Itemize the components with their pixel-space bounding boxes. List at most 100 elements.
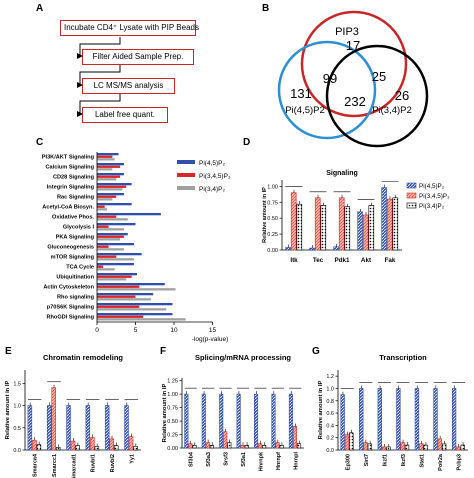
c-x-tick-label: 5 xyxy=(134,327,138,334)
bar xyxy=(404,444,410,451)
venn-count-pi45-only: 131 xyxy=(290,86,312,101)
bar xyxy=(290,192,297,251)
bar xyxy=(320,205,327,251)
bar xyxy=(223,431,228,449)
c-bar xyxy=(97,208,108,211)
bar xyxy=(46,405,52,451)
bar xyxy=(396,388,401,451)
c-bar xyxy=(97,195,117,198)
c-bar xyxy=(97,265,104,268)
c-bar xyxy=(97,298,151,301)
c-bar xyxy=(97,245,109,248)
c-bar xyxy=(97,178,117,181)
x-category-label: Sirt7 xyxy=(364,454,370,466)
y-axis-label: Relative amount in IP xyxy=(262,187,268,243)
bar xyxy=(419,443,424,451)
c-category-label: PI3K/AKT Signaling xyxy=(42,155,95,161)
c-bar xyxy=(97,288,176,291)
c-bar xyxy=(97,273,138,276)
bar xyxy=(51,387,56,451)
bar xyxy=(32,439,37,451)
c-x-axis-label: -log(p-value) xyxy=(192,336,229,343)
x-category-label: Fak xyxy=(385,257,396,264)
bar xyxy=(386,446,391,451)
c-bar xyxy=(97,243,134,246)
panel-letter-e: E xyxy=(5,346,12,357)
c-legend-swatch xyxy=(177,173,195,177)
panel-letter-g: G xyxy=(312,346,320,357)
c-bar xyxy=(97,198,113,201)
y-tick-label: 0.5 xyxy=(13,426,21,432)
c-bar xyxy=(97,238,121,241)
bar xyxy=(236,393,241,449)
y-tick-label: 0.00 xyxy=(267,248,278,254)
c-bar xyxy=(97,295,136,298)
bar xyxy=(192,445,197,449)
x-category-label: Srsf3 xyxy=(224,452,230,466)
y-tick-label: 0.8 xyxy=(326,399,334,405)
y-axis-label: Relative amount in IP xyxy=(162,384,168,443)
panel-title: Transcription xyxy=(379,353,427,362)
venn-label-pi34: Pi(3,4)P2 xyxy=(372,105,412,116)
venn-count-all: 232 xyxy=(344,94,366,109)
bar xyxy=(66,405,71,451)
x-category-label: Ruvbl1 xyxy=(91,454,97,472)
c-bar xyxy=(97,158,115,161)
y-tick-label: 0.2 xyxy=(326,436,334,442)
bar xyxy=(201,393,206,449)
bar xyxy=(258,443,263,449)
bar xyxy=(75,445,80,451)
bar xyxy=(333,246,339,251)
y-tick-label: 0.0 xyxy=(13,448,21,454)
panel-title: Splicing/mRNA processing xyxy=(195,353,291,362)
c-category-label: Gluconeogenesis xyxy=(47,245,94,251)
c-bar xyxy=(97,305,140,308)
bar xyxy=(381,187,387,251)
bar xyxy=(271,393,276,449)
flow-step-3: LC MS/MS analysis xyxy=(82,78,175,94)
bar xyxy=(297,443,302,449)
x-category-label: Sf3b4 xyxy=(189,451,195,467)
bar xyxy=(292,426,298,449)
y-tick-label: 0.75 xyxy=(267,200,278,206)
bar xyxy=(433,388,438,451)
bar xyxy=(392,197,399,251)
bar xyxy=(240,445,245,449)
bar xyxy=(362,214,369,251)
x-category-label: Stat1 xyxy=(420,454,426,467)
bar xyxy=(309,247,315,251)
y-tick-label: 0.4 xyxy=(326,423,334,429)
bar xyxy=(70,440,76,451)
c-bar xyxy=(97,268,115,271)
c-category-label: PKA Signaling xyxy=(56,235,95,241)
y-tick-label: 0.25 xyxy=(267,232,278,238)
y-tick-label: 0.6 xyxy=(326,411,334,417)
c-category-label: Integrin Signaling xyxy=(47,185,95,191)
c-category-label: Actin Cytoskeleton xyxy=(43,285,94,291)
venn-count-pi34-only: 26 xyxy=(395,88,409,103)
c-category-label: Ubiquitination xyxy=(56,275,94,281)
c-bar xyxy=(97,155,113,158)
bar xyxy=(367,443,373,451)
c-category-label: Calcium Signaling xyxy=(46,165,95,171)
c-x-tick-label: 10 xyxy=(170,327,178,334)
c-bar xyxy=(97,228,124,231)
bar xyxy=(377,388,382,451)
x-category-label: Hnrnpl xyxy=(293,452,299,470)
c-legend-label: Pi(4,5)P₂ xyxy=(199,160,225,167)
c-bar xyxy=(97,183,132,186)
c-legend-swatch xyxy=(177,160,195,164)
c-x-tick-label: 15 xyxy=(209,327,217,334)
c-bar xyxy=(97,248,124,251)
c-bar xyxy=(97,235,124,238)
venn-label-pip3: PIP3 xyxy=(335,26,359,38)
c-bar xyxy=(97,293,154,296)
bar xyxy=(262,445,267,449)
bar xyxy=(85,405,91,451)
y-axis-label: Relative amount in IP xyxy=(5,381,11,440)
x-category-label: Ikzf3 xyxy=(401,454,407,466)
x-category-label: Smarca4 xyxy=(33,453,39,477)
y-tick-label: 1.2 xyxy=(326,374,334,380)
c-category-label: Acetyl-CoA Biosyn. xyxy=(42,205,94,211)
c-bar xyxy=(97,315,144,318)
